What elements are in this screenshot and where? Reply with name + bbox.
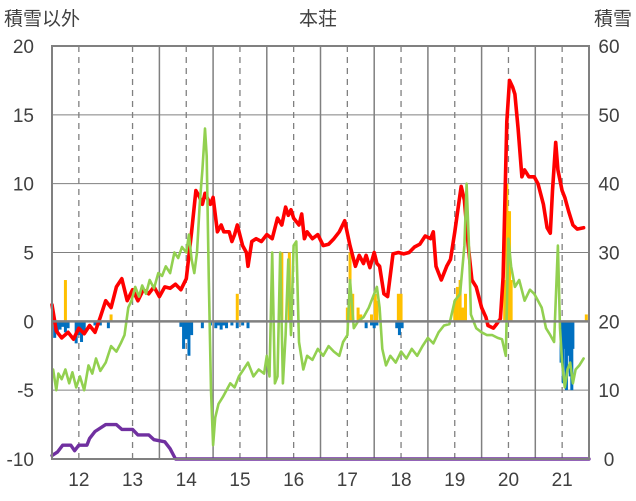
left-tick-label: 10: [13, 175, 34, 196]
bar-mark: [364, 321, 368, 329]
left-tick-label: 20: [13, 37, 34, 58]
bar-mark: [98, 321, 102, 326]
right-tick-label: 60: [598, 37, 619, 58]
bar-mark: [399, 293, 403, 322]
right-tick-label: 50: [598, 106, 619, 127]
left-tick-label: 5: [23, 244, 34, 265]
plot-border: [51, 45, 590, 460]
x-tick-label: 12: [68, 470, 89, 491]
bar-mark: [571, 321, 575, 349]
bar-mark: [372, 321, 376, 329]
bar-mark: [82, 321, 86, 333]
right-tick-label: 20: [598, 312, 619, 333]
left-axis-label: 積雪以外: [4, 8, 80, 30]
bar-mark: [400, 321, 404, 329]
chart-title: 本荘: [299, 8, 337, 30]
right-tick-label: 40: [598, 175, 619, 196]
bar-mark: [453, 300, 457, 322]
bar-mark: [455, 286, 459, 322]
bar-mark: [187, 321, 191, 356]
right-tick-label: 10: [598, 381, 619, 402]
bar-mark: [568, 321, 572, 377]
bar-mark: [219, 321, 223, 330]
right-tick-label: 0: [604, 450, 615, 471]
bar-mark: [109, 314, 113, 322]
bar-mark: [241, 321, 245, 326]
x-tick-label: 19: [444, 470, 465, 491]
right-axis-label: 積雪: [594, 8, 632, 30]
bar-mark: [373, 293, 377, 322]
bar-mark: [458, 280, 462, 322]
left-tick-label: -5: [17, 381, 34, 402]
bar-mark: [61, 321, 65, 327]
series-line: [50, 78, 586, 341]
x-tick-label: 17: [337, 470, 358, 491]
bar-mark: [200, 321, 204, 329]
series-line: [51, 127, 585, 447]
bar-mark: [93, 321, 97, 326]
bar-mark: [190, 321, 194, 336]
bar-mark: [63, 280, 67, 322]
bar-mark: [370, 314, 374, 322]
bar-mark: [503, 280, 507, 322]
bar-mark: [375, 300, 379, 322]
bar-mark: [214, 321, 218, 329]
left-tick-label: -10: [7, 450, 34, 471]
bar-mark: [246, 321, 250, 329]
left-tick-label: 0: [23, 312, 34, 333]
left-tick-label: 15: [13, 106, 34, 127]
bar-mark: [570, 321, 574, 391]
series-line: [50, 422, 591, 461]
bar-mark: [509, 280, 513, 322]
bar-mark: [395, 321, 399, 329]
bar-mark: [396, 293, 400, 322]
x-tick-label: 14: [176, 470, 198, 491]
bar-mark: [216, 321, 220, 326]
bar-mark: [66, 321, 70, 329]
x-tick-label: 21: [552, 470, 573, 491]
bar-mark: [179, 321, 183, 327]
bar-mark: [584, 314, 588, 322]
bar-mark: [58, 321, 62, 330]
bar-mark: [461, 307, 465, 322]
bar-mark: [563, 321, 567, 349]
bar-mark: [230, 321, 234, 326]
bar-mark: [564, 321, 568, 391]
tick-labels: -10 -5 0 5 10 15 20 0 10 20 30 40 50 60 12 13 14 15 16 17 18…: [7, 37, 620, 491]
bar-mark: [235, 321, 239, 329]
bar-mark: [567, 321, 571, 356]
bar-mark: [106, 321, 110, 329]
bar-mark: [235, 293, 239, 322]
bar-mark: [182, 321, 186, 349]
x-tick-label: 16: [283, 470, 304, 491]
bar-mark: [375, 321, 379, 326]
bar-mark: [463, 293, 467, 322]
bar-mark: [508, 211, 512, 322]
x-tick-label: 15: [229, 470, 250, 491]
line-series: [50, 78, 591, 461]
bar-mark: [63, 321, 67, 333]
bar-mark: [184, 321, 188, 340]
x-tick-label: 20: [498, 470, 519, 491]
bar-mark: [225, 321, 229, 329]
bar-mark: [561, 321, 565, 384]
bar-mark: [370, 321, 374, 326]
bar-mark: [222, 321, 226, 326]
x-tick-label: 18: [390, 470, 411, 491]
axes: [51, 45, 590, 460]
bar-mark: [356, 307, 360, 322]
bar-mark: [397, 321, 401, 336]
x-tick-label: 13: [122, 470, 143, 491]
right-tick-label: 30: [598, 244, 619, 265]
